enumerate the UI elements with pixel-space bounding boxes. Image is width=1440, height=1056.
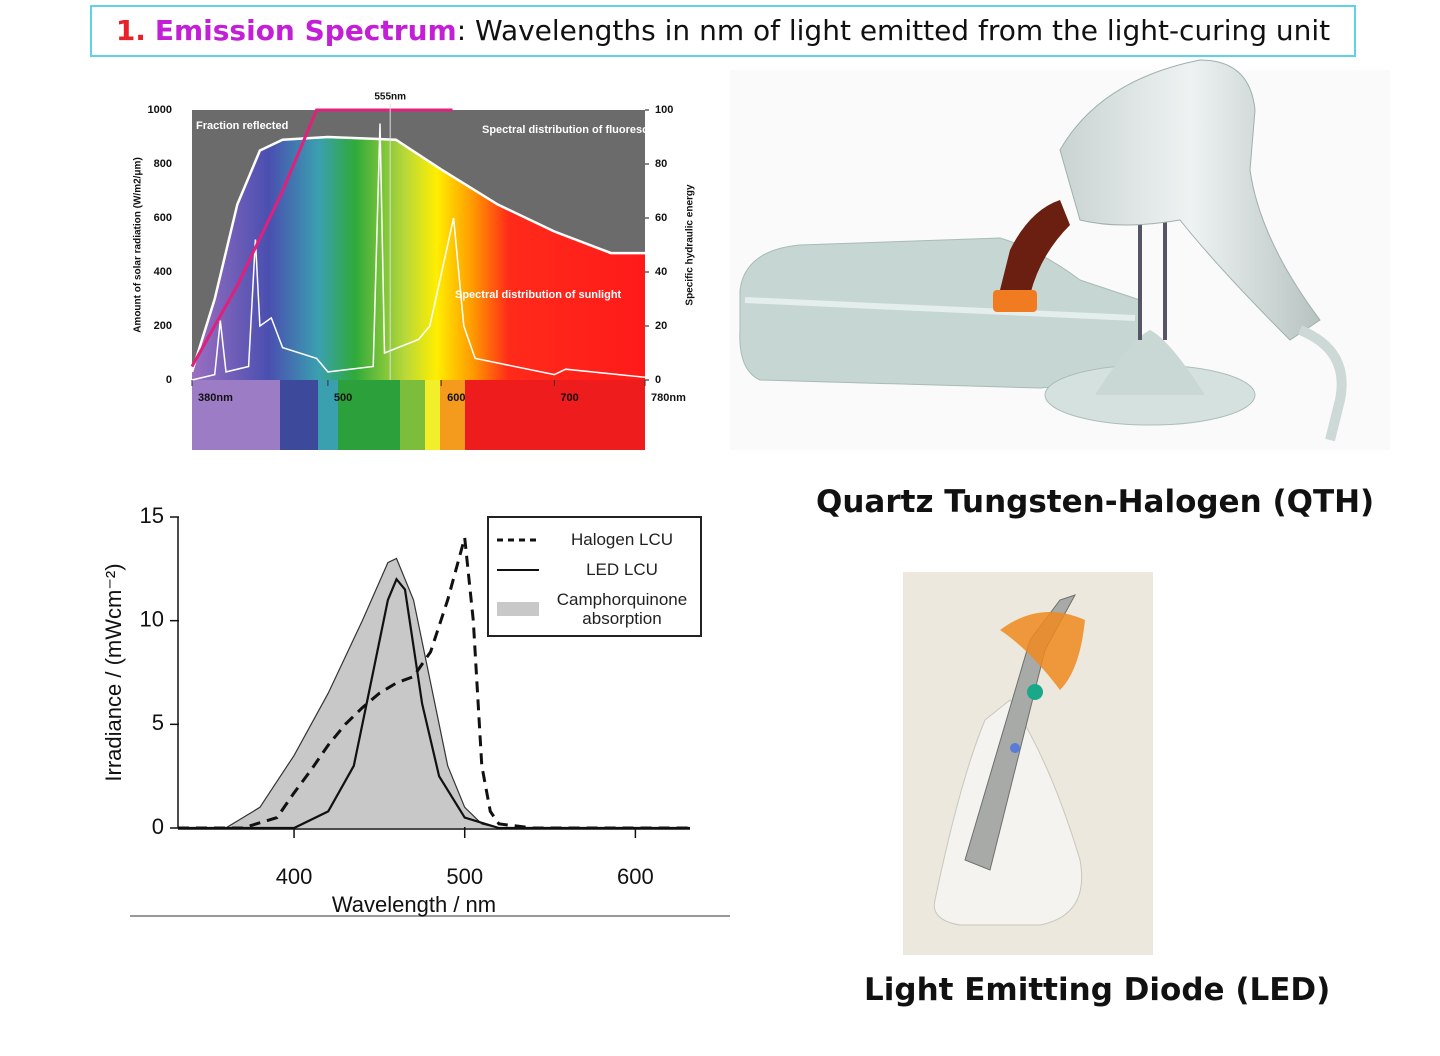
x-tick-label: 600 <box>447 392 465 404</box>
series-label: Spectral distribution of sunlight <box>455 289 622 301</box>
y2-tick-label: 40 <box>655 266 667 278</box>
series-area <box>192 137 645 380</box>
x-axis-label: Wavelength / nm <box>332 892 496 917</box>
series-outline <box>190 135 645 373</box>
header-text: : Wavelengths in nm of light emitted fro… <box>456 14 1331 47</box>
y-tick-label: 10 <box>140 606 164 631</box>
header-term: Emission Spectrum <box>154 14 457 47</box>
x-tick-label: 600 <box>617 864 654 889</box>
legend-entry: Halogen LCU <box>497 530 697 549</box>
qth-photo <box>730 59 1390 450</box>
y-tick-label: 5 <box>152 710 164 735</box>
y2-tick-label: 80 <box>655 158 667 170</box>
legend-label: LED LCU <box>586 560 658 579</box>
series-label: Spectral distribution of fluorescent lig… <box>482 124 691 136</box>
series-line <box>191 123 646 381</box>
x-tick-label: 400 <box>276 864 313 889</box>
x-tick-label: 700 <box>560 392 578 404</box>
y2-axis-label: Specific hydraulic energy <box>685 184 696 306</box>
y-tick-label: 200 <box>154 320 172 332</box>
legend-label: Halogen LCU <box>570 530 674 549</box>
x-tick-label: 780nm <box>651 392 686 404</box>
series-outline <box>225 557 500 829</box>
caption: Light Emitting Diode (LED) <box>864 972 1331 1008</box>
y2-tick-label: 20 <box>655 320 667 332</box>
y2-tick-label: 100 <box>655 104 673 116</box>
legend-label: Camphorquinone absorption <box>556 590 688 628</box>
x-tick-label: 380nm <box>198 392 233 404</box>
y-tick-label: 1000 <box>148 104 172 116</box>
led-photo <box>903 572 1153 955</box>
y-tick-label: 15 <box>140 503 164 528</box>
legend-swatch <box>497 538 539 541</box>
y-tick-label: 800 <box>154 158 172 170</box>
y-tick-label: 0 <box>152 814 164 839</box>
series-line <box>190 108 453 368</box>
spectrum-strip <box>192 380 645 450</box>
legend: Halogen LCU LED LCU Camphorquinone absor… <box>487 516 702 637</box>
y-tick-label: 400 <box>154 266 172 278</box>
header-number: 1. <box>115 14 146 47</box>
legend-entry: LED LCU <box>497 560 697 579</box>
legend-swatch <box>497 602 539 616</box>
y-tick-label: 600 <box>154 212 172 224</box>
series-label: Fraction reflected <box>196 120 288 132</box>
y2-tick-label: 60 <box>655 212 667 224</box>
legend-swatch <box>497 568 539 571</box>
x-tick-label: 500 <box>446 864 483 889</box>
x-tick-label: 500 <box>334 392 352 404</box>
y-axis-label: Amount of solar radiation (W/m2/μm) <box>133 157 144 333</box>
header: 1. Emission Spectrum: Wavelengths in nm … <box>90 5 1356 57</box>
series-area <box>225 558 499 828</box>
y2-tick-label: 0 <box>655 374 661 386</box>
series-line <box>178 537 690 830</box>
legend-entry: Camphorquinone absorption <box>497 590 697 628</box>
marker-label: 555nm <box>374 92 406 103</box>
series-line <box>178 577 690 830</box>
y-axis-label: Irradiance / (mWcm⁻²) <box>101 563 126 781</box>
y-tick-label: 0 <box>166 374 172 386</box>
caption: Quartz Tungsten-Halogen (QTH) <box>816 484 1375 520</box>
